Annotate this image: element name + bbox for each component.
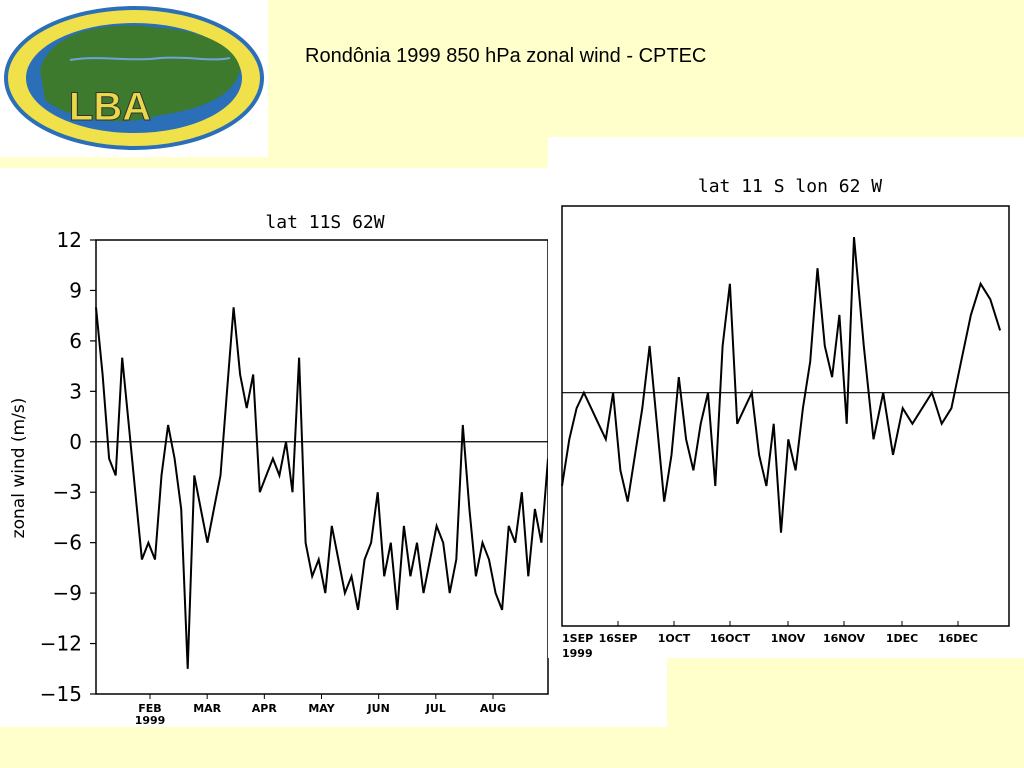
y-tick-label: 6 <box>69 329 82 353</box>
x-tick-label: 1SEP <box>562 632 593 645</box>
y-tick-label: −6 <box>53 531 82 555</box>
x-tick-label: FEB <box>138 702 161 715</box>
right-year-label: 1999 <box>562 647 593 658</box>
x-tick-label: 16OCT <box>710 632 751 645</box>
y-tick-label: 3 <box>69 379 82 403</box>
y-tick-label: −15 <box>40 682 82 706</box>
x-tick-label: MAR <box>193 702 221 715</box>
lba-logo-graphic: LBA <box>4 6 264 150</box>
right-plot-frame <box>561 205 1010 627</box>
left-chart-title: lat 11S 62W <box>265 212 384 233</box>
y-tick-label: 12 <box>57 228 82 252</box>
slide-title: Rondônia 1999 850 hPa zonal wind - CPTEC <box>305 45 707 67</box>
logo-text: LBA <box>69 85 151 129</box>
right-chart-title: lat 11 S lon 62 W <box>698 176 882 197</box>
right-chart-panel: lat 11 S lon 62 W 1SEP 16SEP 1OCT 16OCT 1NOV… <box>548 137 1024 660</box>
x-tick-label: JUL <box>425 702 446 715</box>
x-tick-label: 1NOV <box>771 632 806 645</box>
x-tick-label: JUN <box>367 702 390 715</box>
left-year-label: 1999 <box>135 714 166 727</box>
x-tick-label: 1OCT <box>658 632 691 645</box>
right-series-line <box>853 237 1002 456</box>
lba-logo: LBA <box>0 0 268 157</box>
y-tick-label: 0 <box>69 430 82 454</box>
x-tick-label: 16DEC <box>938 632 978 645</box>
left-series-line <box>95 307 549 669</box>
x-tick-label: MAY <box>308 702 335 715</box>
x-tick-label: APR <box>252 702 278 715</box>
y-tick-label: 9 <box>69 278 82 302</box>
x-tick-label: AUG <box>480 702 506 715</box>
x-tick-label: 16SEP <box>599 632 638 645</box>
y-axis-label: zonal wind (m/s) <box>9 398 29 539</box>
x-tick-label: 16NOV <box>823 632 866 645</box>
right-series-line <box>561 237 855 533</box>
left-plot-frame <box>95 239 549 695</box>
right-chart: lat 11 S lon 62 W 1SEP 16SEP 1OCT 16OCT 1NOV… <box>561 176 1010 660</box>
x-tick-label: 1DEC <box>886 632 918 645</box>
y-tick-label: −3 <box>53 480 82 504</box>
y-tick-label: −12 <box>40 632 82 656</box>
y-tick-label: −9 <box>53 581 82 605</box>
